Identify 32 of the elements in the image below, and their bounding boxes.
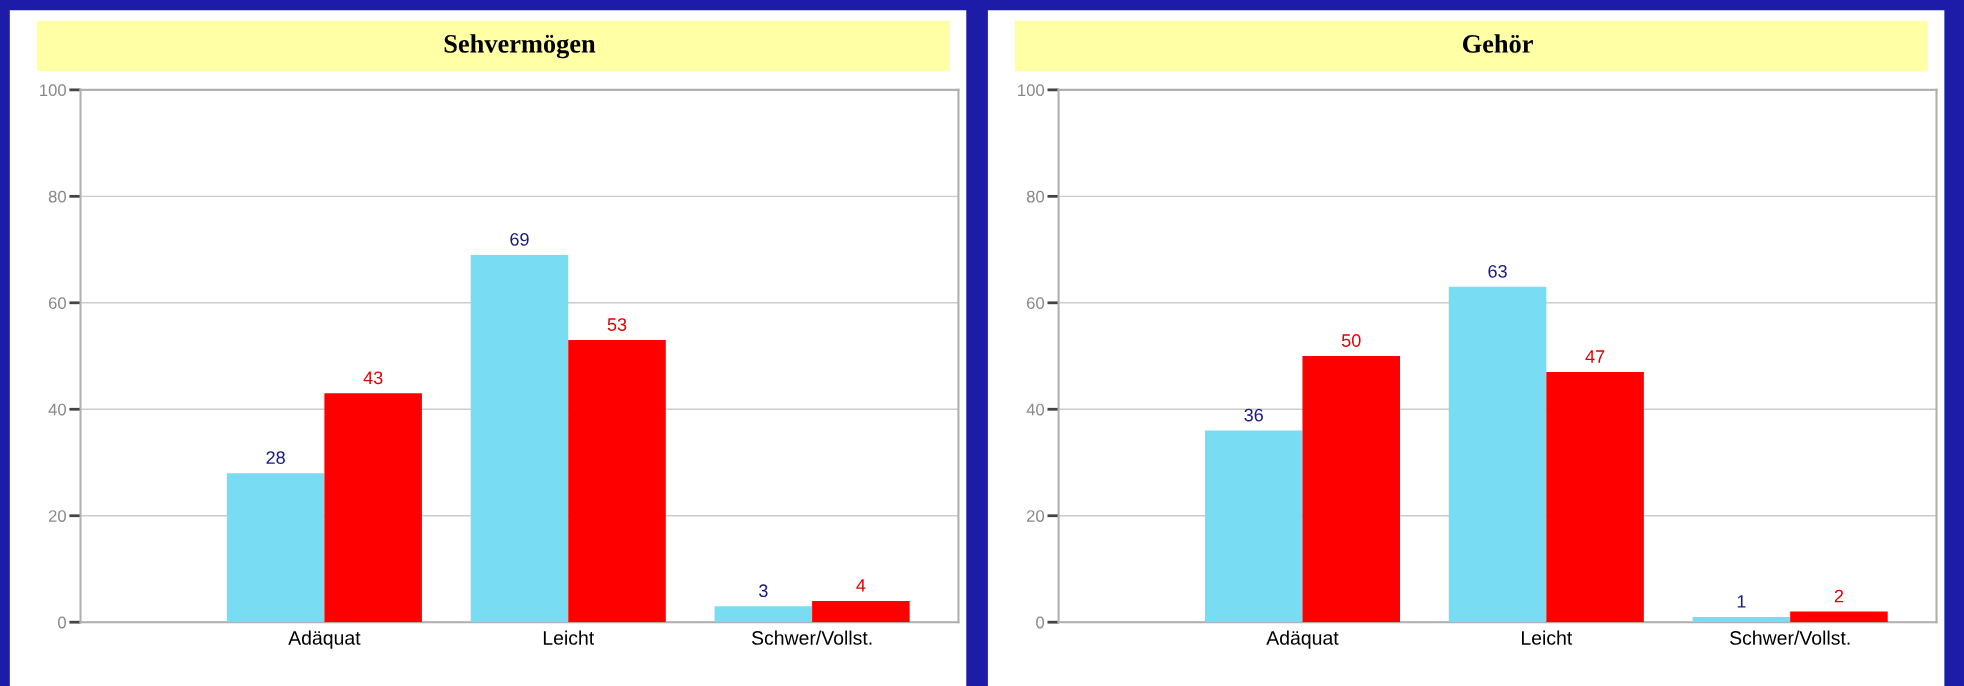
x-tick-label: Schwer/Vollst. xyxy=(751,630,872,645)
data-label: 4 xyxy=(856,579,866,592)
data-label: 53 xyxy=(607,318,627,331)
y-tick-label: 0 xyxy=(58,616,66,629)
y-tick-label: 80 xyxy=(1026,190,1045,203)
y-tick-label: 20 xyxy=(48,510,66,522)
y-tick-label: 100 xyxy=(40,84,66,97)
y-tick-label: 40 xyxy=(48,403,66,416)
data-label: 47 xyxy=(1585,350,1605,363)
y-tick-label: 20 xyxy=(1027,510,1045,522)
chart-title: Sehvermögen xyxy=(444,34,596,59)
x-tick-label: Leicht xyxy=(543,630,595,645)
data-label: 3 xyxy=(759,584,768,598)
y-tick-label: 0 xyxy=(1036,616,1045,629)
data-label: 50 xyxy=(1341,334,1361,347)
data-label: 28 xyxy=(266,451,285,465)
x-tick-label: Adäquat xyxy=(1266,630,1339,649)
data-label: 2 xyxy=(1834,589,1844,603)
chart-title: Gehör xyxy=(1462,34,1533,53)
y-tick-label: 60 xyxy=(48,297,66,309)
x-tick-label: Adäquat xyxy=(288,630,361,649)
y-tick-label: 60 xyxy=(1027,297,1045,309)
data-label: 36 xyxy=(1244,408,1263,422)
y-tick-label: 40 xyxy=(1026,403,1045,416)
data-label: 1 xyxy=(1737,595,1746,608)
data-label: 63 xyxy=(1488,264,1507,278)
y-tick-label: 100 xyxy=(1018,84,1045,97)
data-label: 69 xyxy=(510,232,529,246)
x-tick-label: Schwer/Vollst. xyxy=(1730,630,1850,645)
y-tick-label: 80 xyxy=(48,190,66,203)
data-label: 43 xyxy=(363,371,383,385)
x-tick-label: Leicht xyxy=(1521,630,1573,645)
